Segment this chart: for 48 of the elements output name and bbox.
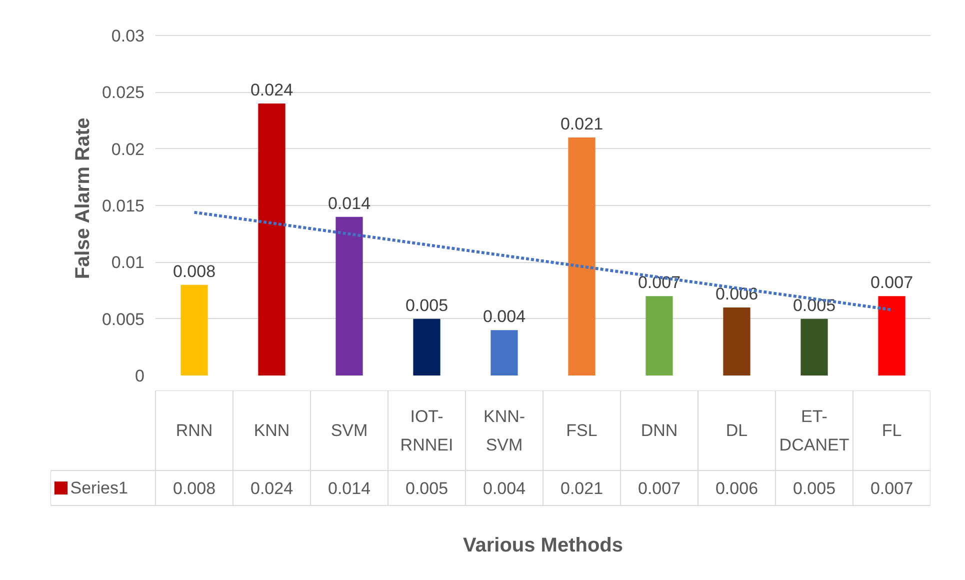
data-label: 0.006 — [715, 479, 758, 498]
bar — [336, 216, 363, 376]
text: 0.008 — [172, 262, 216, 281]
x-tick-label: DNN — [640, 421, 678, 440]
bar — [646, 296, 673, 376]
x-tick-label: SVM — [330, 421, 368, 440]
legend-label: Series1 — [70, 478, 128, 498]
data-label: 0.004 — [482, 479, 526, 498]
bar — [723, 308, 750, 376]
bar — [800, 318, 828, 376]
data-label: 0.007 — [870, 479, 914, 498]
text: 0.004 — [482, 307, 526, 326]
text: 0.005 — [405, 296, 448, 315]
data-label: 0.024 — [250, 479, 294, 498]
text: 0.007 — [638, 273, 681, 292]
y-tick-label: 0.005 — [102, 310, 145, 329]
bar — [413, 318, 440, 376]
x-tick-label: ET-DCANET — [779, 406, 850, 454]
x-axis-title: Various Methods — [462, 534, 624, 556]
data-label: 0.008 — [172, 479, 216, 498]
y-axis-title: False Alarm Rate — [72, 118, 94, 280]
y-tick-label: 0.03 — [111, 26, 145, 46]
bar — [258, 104, 286, 376]
bar — [568, 138, 596, 376]
x-tick-label: RNN — [176, 421, 213, 440]
text: 0.021 — [560, 114, 604, 134]
bar — [490, 330, 518, 376]
data-label: 0.021 — [560, 479, 604, 498]
data-label: 0.005 — [792, 479, 836, 498]
text: 0.007 — [870, 273, 914, 292]
y-tick-label: 0 — [135, 366, 145, 386]
y-tick-label: 0.015 — [102, 196, 145, 216]
text: 0.014 — [328, 194, 371, 213]
bar — [180, 284, 208, 376]
x-tick-label: KNN-SVM — [483, 406, 526, 454]
data-label: 0.005 — [405, 479, 448, 498]
data-label: 0.007 — [638, 479, 681, 498]
x-tick-label: FL — [882, 421, 902, 440]
y-tick-label: 0.025 — [102, 83, 145, 102]
data-label: 0.014 — [328, 479, 371, 498]
y-tick-label: 0.01 — [111, 253, 145, 272]
y-tick-label: 0.02 — [111, 140, 145, 159]
bar — [878, 296, 906, 376]
x-tick-label: IOT-RNNEI — [400, 406, 454, 454]
x-tick-label: FSL — [566, 421, 598, 440]
text: 0.024 — [250, 80, 294, 100]
x-tick-label: KNN — [254, 421, 290, 440]
x-tick-label: DL — [726, 421, 748, 440]
